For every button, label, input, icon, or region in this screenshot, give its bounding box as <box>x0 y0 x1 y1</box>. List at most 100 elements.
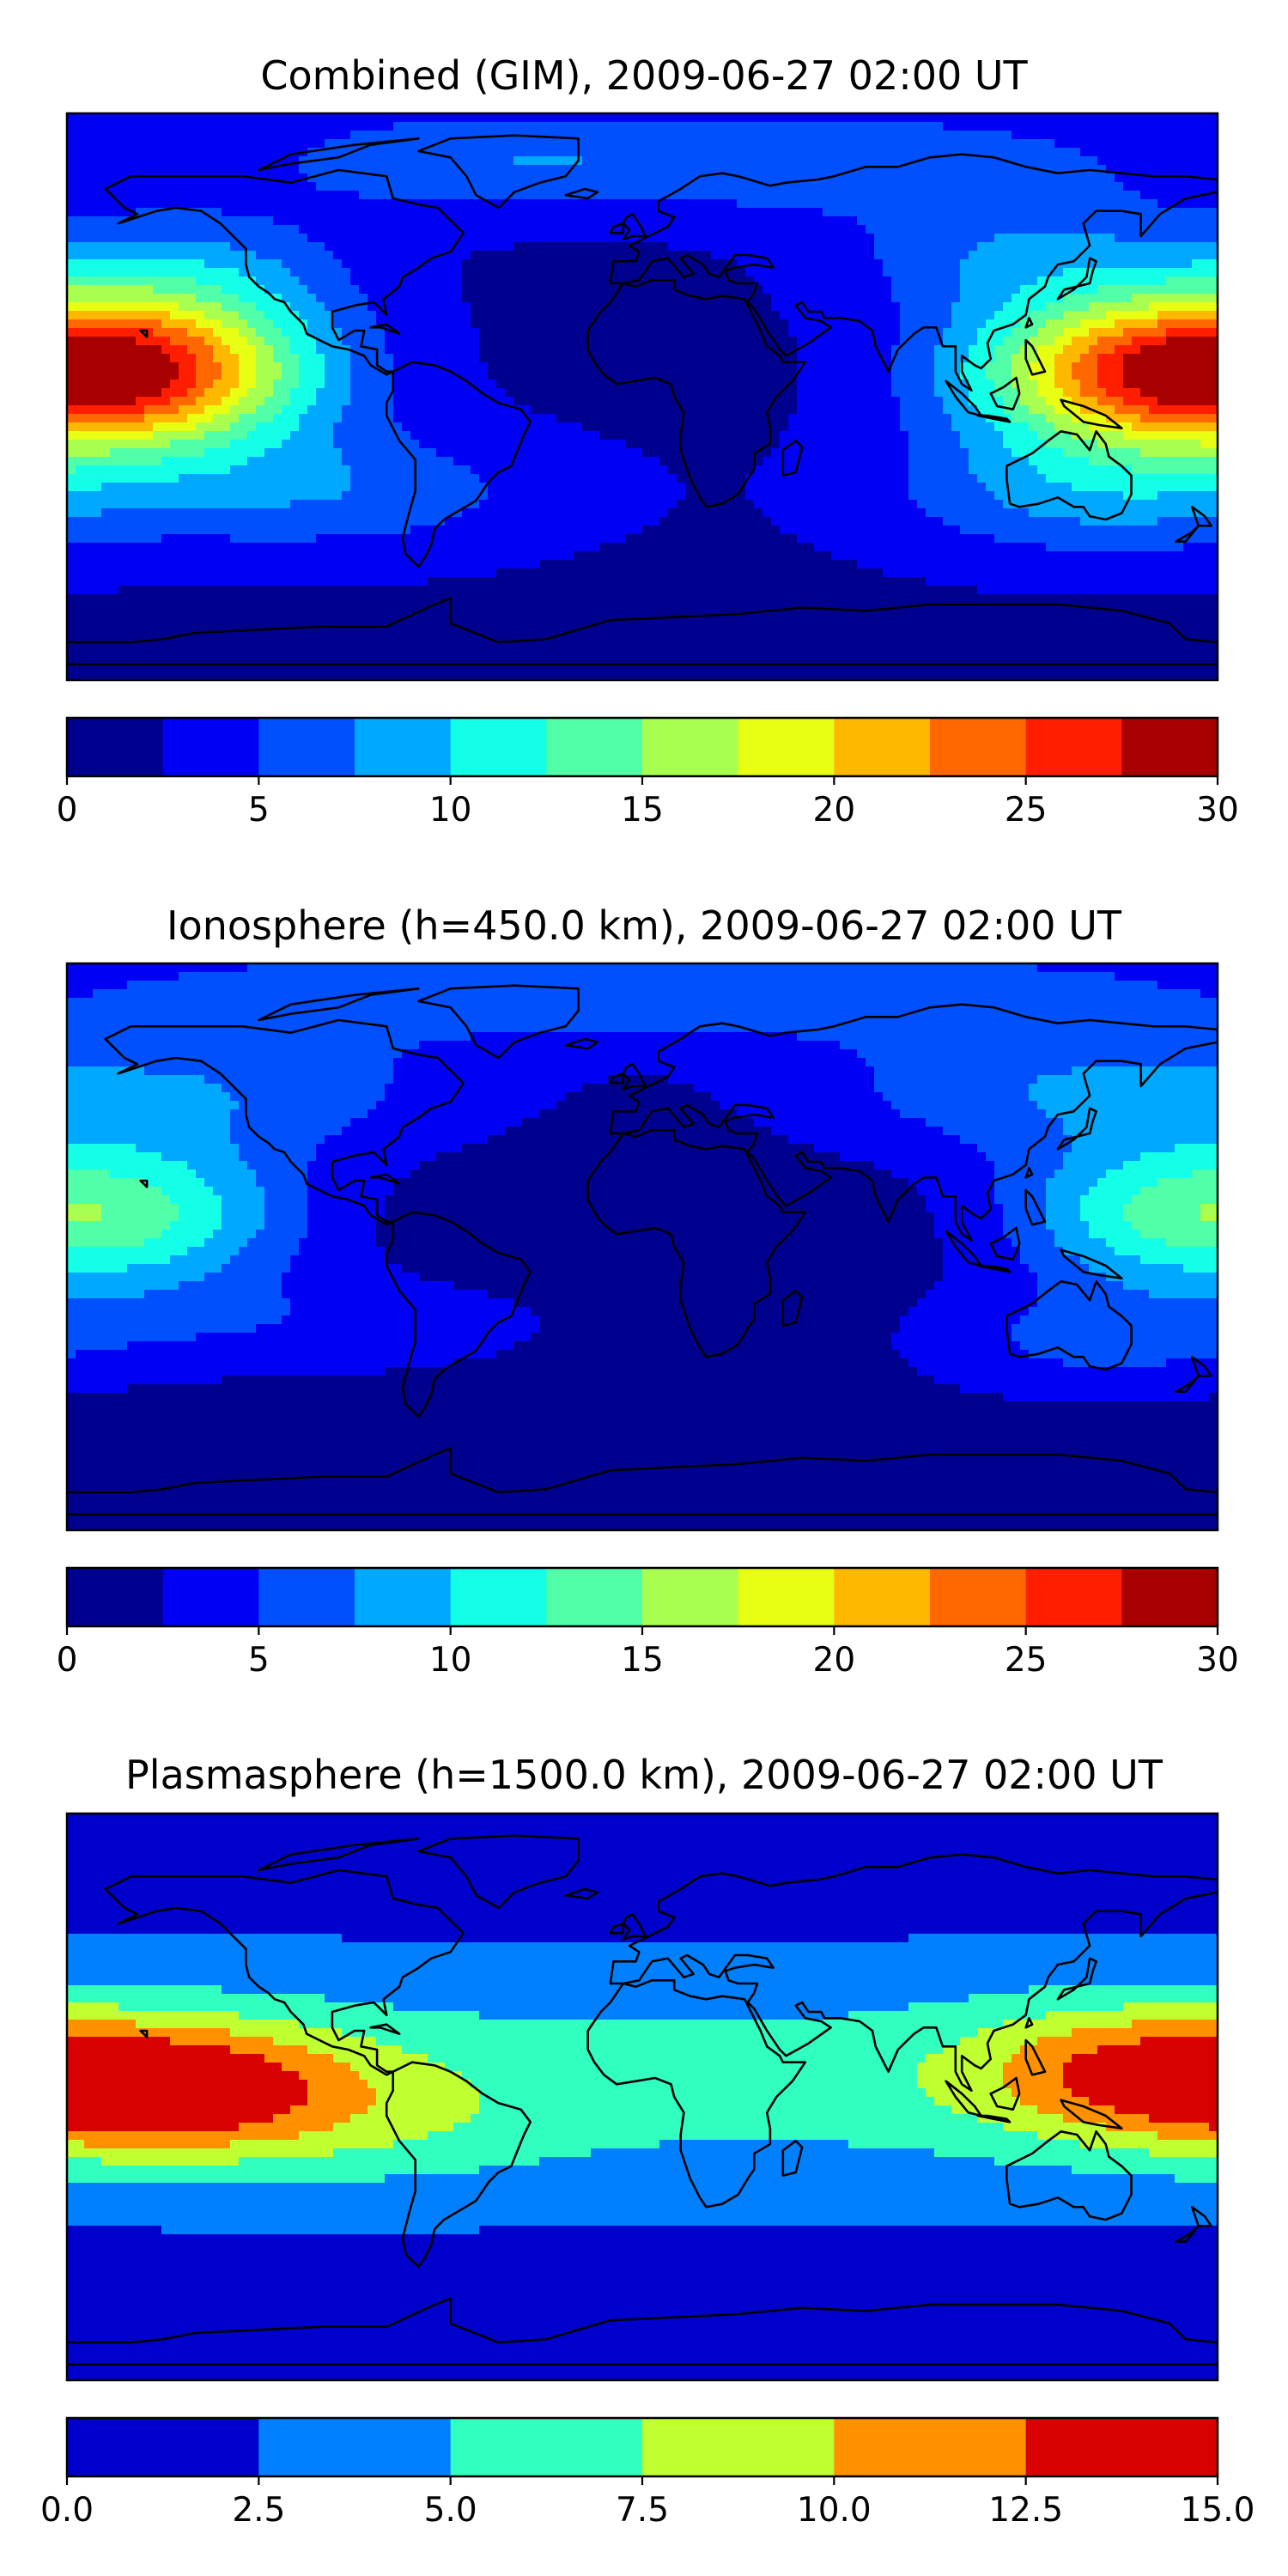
field-cell <box>436 208 446 217</box>
field-cell <box>745 328 755 337</box>
field-cell <box>385 131 394 140</box>
field-cell <box>1046 414 1055 423</box>
field-cell <box>385 139 394 149</box>
field-cell <box>471 354 480 363</box>
field-cell <box>170 422 179 432</box>
field-cell <box>711 354 720 363</box>
field-cell <box>376 156 386 166</box>
field-cell <box>917 268 927 277</box>
field-cell <box>144 414 154 423</box>
field-cell <box>556 311 566 320</box>
field-cell <box>462 294 471 303</box>
field-cell <box>694 225 703 234</box>
field-cell <box>273 234 283 243</box>
field-cell <box>574 311 583 320</box>
field-cell <box>350 191 360 200</box>
field-cell <box>1183 422 1193 432</box>
field-cell <box>711 337 720 346</box>
field-cell <box>1020 380 1030 389</box>
field-cell <box>410 422 420 432</box>
field-cell <box>1020 294 1030 303</box>
field-cell <box>1166 328 1176 337</box>
field-cell <box>385 311 394 320</box>
field-cell <box>462 242 471 252</box>
field-cell <box>1097 165 1107 174</box>
field-cell <box>805 191 815 200</box>
field-cell <box>625 405 635 415</box>
field-cell <box>1106 345 1115 355</box>
field-cell <box>1029 259 1038 269</box>
field-cell <box>702 311 712 320</box>
field-cell <box>445 242 454 252</box>
field-cell <box>943 311 952 320</box>
field-cell <box>1157 173 1167 183</box>
field-cell <box>737 337 746 346</box>
field-cell <box>617 182 626 191</box>
field-cell <box>1200 259 1210 269</box>
field-cell <box>513 242 523 252</box>
field-cell <box>368 337 377 346</box>
field-cell <box>1183 148 1193 157</box>
field-cell <box>333 285 343 295</box>
field-cell <box>745 276 755 286</box>
field-cell <box>1106 148 1115 157</box>
field-cell <box>1175 165 1184 174</box>
field-cell <box>488 113 497 123</box>
field-cell <box>1029 302 1038 312</box>
field-cell <box>170 345 179 355</box>
field-cell <box>273 311 283 320</box>
field-cell <box>419 208 428 217</box>
field-cell <box>1175 225 1184 234</box>
field-cell <box>986 328 995 337</box>
field-cell <box>1080 131 1090 140</box>
field-cell <box>1037 208 1047 217</box>
field-cell <box>977 225 987 234</box>
field-cell <box>866 414 875 423</box>
field-cell <box>1175 216 1184 226</box>
field-cell <box>247 422 257 432</box>
field-cell <box>797 165 806 174</box>
field-cell <box>548 259 557 269</box>
field-cell <box>771 354 781 363</box>
field-cell <box>368 294 377 303</box>
field-cell <box>1183 362 1193 372</box>
field-cell <box>1200 242 1210 252</box>
field-cell <box>659 234 669 243</box>
field-cell <box>290 294 300 303</box>
field-cell <box>617 165 626 174</box>
field-cell <box>118 422 128 432</box>
field-cell <box>316 131 325 140</box>
field-cell <box>153 259 162 269</box>
field-cell <box>196 234 205 243</box>
field-cell <box>831 354 841 363</box>
field-cell <box>230 337 240 346</box>
field-cell <box>659 251 669 260</box>
field-cell <box>754 276 763 286</box>
field-cell <box>642 371 652 380</box>
field-cell <box>136 165 145 174</box>
field-cell <box>951 259 961 269</box>
field-cell <box>170 113 179 123</box>
field-cell <box>934 148 944 157</box>
field-cell <box>187 225 197 234</box>
field-cell <box>874 362 884 372</box>
field-cell <box>496 156 506 166</box>
field-cell <box>969 242 978 252</box>
field-cell <box>625 354 635 363</box>
field-cell <box>127 156 137 166</box>
field-cell <box>1080 422 1090 432</box>
field-cell <box>471 362 480 372</box>
field-cell <box>694 234 703 243</box>
field-cell <box>118 337 128 346</box>
field-cell <box>136 285 145 295</box>
field-cell <box>745 225 755 234</box>
field-cell <box>264 311 274 320</box>
field-cell <box>754 251 763 260</box>
field-cell <box>969 285 978 295</box>
field-cell <box>76 388 85 398</box>
field-cell <box>994 294 1004 303</box>
field-cell <box>943 388 952 398</box>
field-cell <box>608 234 617 243</box>
field-cell <box>488 337 497 346</box>
field-cell <box>1080 113 1090 123</box>
